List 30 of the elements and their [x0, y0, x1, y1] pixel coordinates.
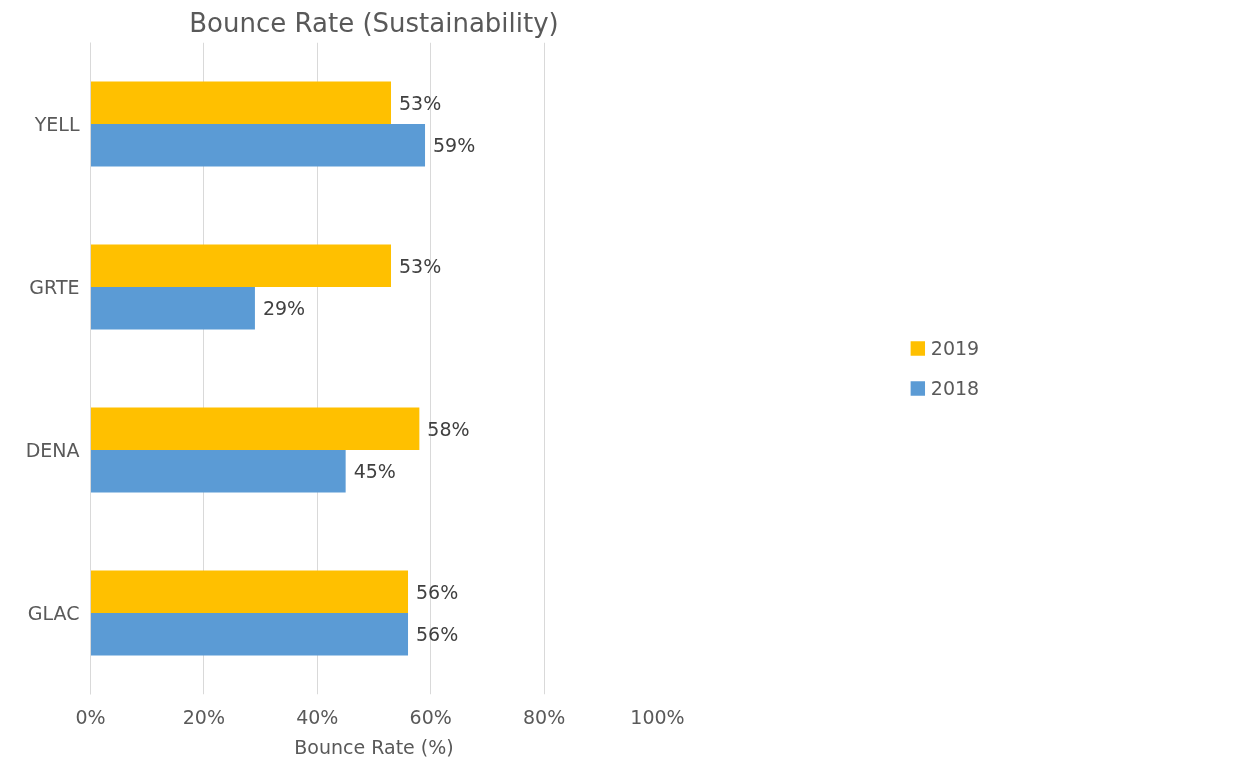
data-label: 29%	[262, 297, 306, 320]
data-label: 56%	[416, 580, 459, 603]
x-axis-title: Bounce Rate (%)	[294, 735, 454, 758]
bar	[90, 407, 420, 450]
y-tick-label: GRTE	[29, 276, 80, 298]
y-tick-label: DENA	[25, 439, 80, 461]
x-tick-label: 20%	[182, 705, 226, 728]
bar	[90, 450, 346, 493]
legend-label: 2019	[930, 337, 980, 359]
bar	[90, 287, 255, 330]
bar	[90, 81, 392, 124]
y-tick-label: YELL	[33, 113, 80, 135]
legend-label: 2018	[930, 377, 980, 399]
data-label: 53%	[399, 254, 442, 277]
bar	[90, 244, 392, 287]
x-tick-label: 60%	[409, 705, 452, 728]
bar	[90, 613, 409, 656]
chart-title: Bounce Rate (Sustainability)	[189, 7, 559, 38]
bar	[90, 124, 426, 167]
data-label: 59%	[433, 134, 476, 157]
x-tick-label: 40%	[296, 705, 339, 728]
x-tick-label: 100%	[630, 705, 685, 728]
data-label: 53%	[399, 91, 442, 114]
data-label: 45%	[353, 460, 396, 483]
y-tick-label: GLAC	[27, 602, 80, 624]
x-tick-label: 80%	[522, 705, 566, 728]
x-tick-label: 0%	[75, 705, 106, 728]
data-label: 56%	[416, 623, 459, 646]
data-label: 58%	[427, 417, 470, 440]
bar	[90, 570, 409, 613]
